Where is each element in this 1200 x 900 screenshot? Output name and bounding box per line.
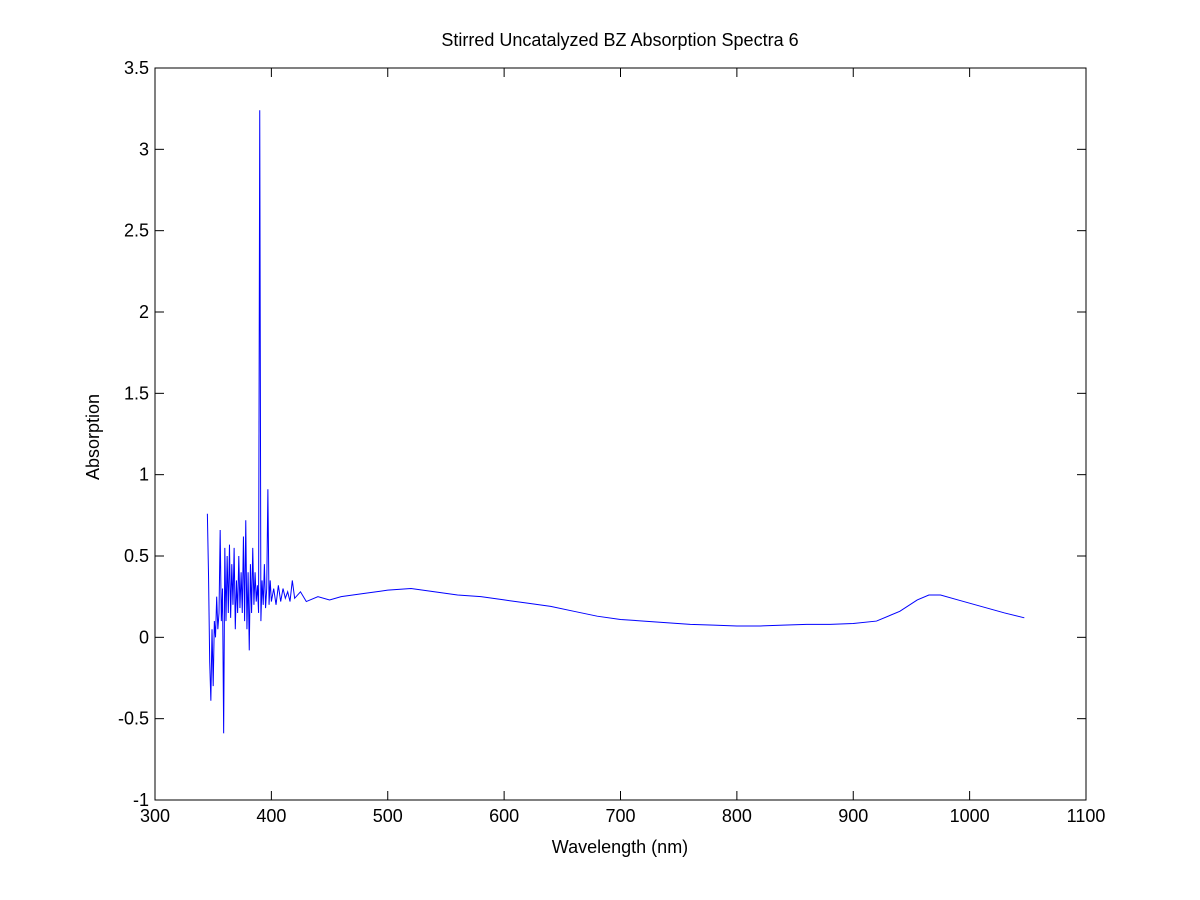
x-tick-label: 1000 (950, 806, 990, 826)
y-tick-label: 0.5 (124, 546, 149, 566)
y-tick-label: 3 (139, 139, 149, 159)
y-tick-label: -1 (133, 790, 149, 810)
x-tick-label: 1100 (1067, 806, 1106, 826)
y-tick-label: 2 (139, 302, 149, 322)
x-tick-label: 800 (722, 806, 752, 826)
y-tick-label: 1 (139, 465, 149, 485)
y-tick-label: 2.5 (124, 221, 149, 241)
x-tick-label: 300 (140, 806, 170, 826)
y-tick-label: 1.5 (124, 383, 149, 403)
chart-title: Stirred Uncatalyzed BZ Absorption Spectr… (441, 30, 798, 50)
x-tick-label: 900 (838, 806, 868, 826)
x-tick-label: 500 (373, 806, 403, 826)
y-tick-label: -0.5 (118, 709, 149, 729)
x-tick-label: 600 (489, 806, 519, 826)
x-tick-label: 700 (605, 806, 635, 826)
x-axis-label: Wavelength (nm) (552, 837, 688, 857)
y-axis-label: Absorption (83, 394, 103, 480)
y-tick-label: 0 (139, 627, 149, 647)
x-tick-label: 400 (256, 806, 286, 826)
y-tick-label: 3.5 (124, 58, 149, 78)
data-line (206, 110, 1025, 734)
